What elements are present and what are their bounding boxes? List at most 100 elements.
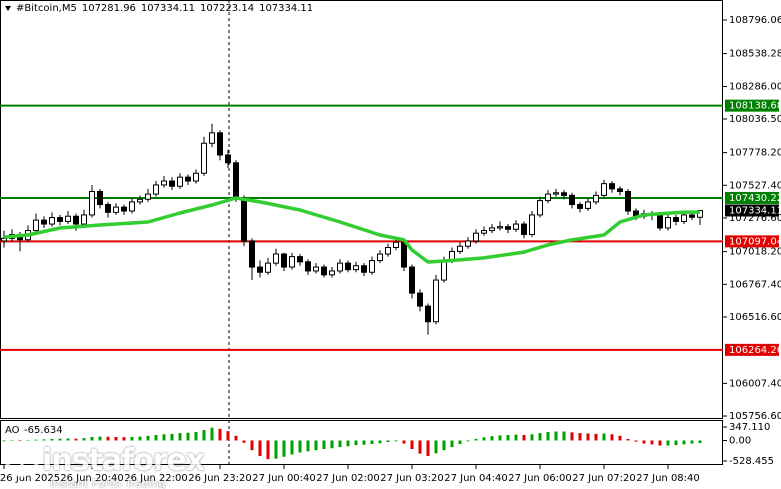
ao-bar bbox=[322, 440, 326, 450]
ao-bar bbox=[138, 436, 142, 441]
ao-bar bbox=[42, 439, 46, 441]
y-tick-label: 105756.60 bbox=[729, 411, 781, 422]
ao-bar bbox=[298, 440, 302, 453]
candle-body bbox=[665, 217, 671, 229]
ao-bar bbox=[10, 440, 14, 441]
ao-bar bbox=[74, 438, 78, 441]
ao-bar bbox=[2, 440, 6, 442]
ao-bar bbox=[402, 440, 406, 444]
candle-body bbox=[289, 256, 295, 268]
candle-body bbox=[209, 132, 215, 144]
ao-bar bbox=[66, 438, 70, 441]
ao-bar bbox=[154, 435, 158, 441]
candle-body bbox=[481, 230, 487, 234]
candle-body bbox=[457, 245, 463, 252]
candle-body bbox=[497, 226, 503, 229]
ao-bar bbox=[434, 440, 438, 454]
candle-body bbox=[297, 256, 303, 263]
level-label-box bbox=[725, 99, 779, 112]
ao-bar bbox=[274, 440, 278, 459]
level-label-box bbox=[725, 235, 779, 248]
level-label-box bbox=[725, 191, 779, 204]
candle-body bbox=[57, 217, 63, 222]
watermark-logo bbox=[5, 443, 39, 477]
ao-bar bbox=[458, 440, 462, 444]
ao-bar bbox=[178, 433, 182, 441]
candle-body bbox=[521, 223, 527, 235]
ao-bar bbox=[594, 433, 598, 441]
candle-body bbox=[625, 190, 631, 212]
ao-bar bbox=[546, 431, 550, 441]
x-tick-label: 26 Jun 20:40 bbox=[60, 473, 124, 484]
watermark: instaforex Instant Forex Trading bbox=[4, 440, 205, 489]
ao-bar bbox=[338, 440, 342, 448]
candle-body bbox=[657, 214, 663, 229]
candle-body bbox=[537, 200, 543, 216]
ao-bar bbox=[490, 436, 494, 441]
candle-body bbox=[561, 192, 567, 196]
candle-body bbox=[89, 190, 95, 216]
ao-bar bbox=[122, 437, 126, 441]
ao-bar bbox=[26, 440, 30, 441]
y-tick-label: 108036.50 bbox=[729, 114, 781, 125]
candle-body bbox=[473, 232, 479, 242]
ao-bar bbox=[346, 440, 350, 447]
candle-body bbox=[577, 204, 583, 209]
y-tick-label: 108538.28 bbox=[729, 49, 781, 60]
ao-bar bbox=[698, 440, 702, 444]
candle-body bbox=[193, 172, 199, 182]
symbol: #Bitcoin,M5 bbox=[16, 3, 77, 14]
x-tick-label: 27 Jun 08:40 bbox=[636, 473, 700, 484]
ao-bar bbox=[450, 440, 454, 448]
ao-name: AO bbox=[5, 425, 20, 436]
candle-body bbox=[353, 265, 359, 271]
ao-bar bbox=[290, 440, 294, 455]
candle-body bbox=[681, 214, 687, 222]
ao-bar bbox=[98, 436, 102, 441]
ao-bar bbox=[330, 440, 334, 449]
candle-body bbox=[609, 183, 615, 190]
ao-bar bbox=[114, 436, 118, 441]
ao-bar bbox=[522, 435, 526, 441]
candle-body bbox=[529, 214, 535, 235]
candle-body bbox=[369, 260, 375, 273]
ao-bar bbox=[562, 431, 566, 441]
price-label: 107334.11 bbox=[729, 205, 781, 216]
ao-bar bbox=[674, 440, 678, 446]
candle-body bbox=[217, 132, 223, 156]
ao-bar bbox=[282, 440, 286, 457]
candle-body bbox=[153, 184, 159, 195]
ao-bar bbox=[82, 438, 86, 441]
candle-body bbox=[441, 260, 447, 281]
candle-body bbox=[321, 266, 327, 276]
ao-value: -65.634 bbox=[24, 425, 63, 436]
ao-bar bbox=[426, 440, 430, 457]
candle-body bbox=[265, 262, 271, 273]
y-tick-label: 107018.20 bbox=[729, 247, 781, 258]
close-value: 107334.11 bbox=[259, 3, 314, 14]
ao-bar bbox=[242, 440, 246, 443]
candle-body bbox=[129, 201, 135, 212]
candle-body bbox=[505, 226, 511, 230]
level-label: 107430.22 bbox=[729, 193, 781, 204]
ao-bar bbox=[466, 440, 470, 442]
candle-body bbox=[377, 253, 383, 262]
candle-body bbox=[249, 240, 255, 268]
candle-body bbox=[65, 215, 71, 222]
moving-average bbox=[3, 196, 700, 264]
ao-bar bbox=[610, 434, 614, 441]
ao-bar bbox=[482, 437, 486, 441]
ao-frame bbox=[0, 420, 723, 465]
candle-body bbox=[617, 188, 623, 192]
ao-bar bbox=[506, 435, 510, 441]
ao-bar bbox=[514, 434, 518, 441]
candle-body bbox=[241, 197, 247, 242]
candle-body bbox=[385, 247, 391, 255]
ao-bar bbox=[194, 431, 198, 441]
ao-bar bbox=[554, 431, 558, 441]
candle-body bbox=[121, 206, 127, 212]
ao-bar bbox=[442, 440, 446, 451]
candle-body bbox=[105, 204, 111, 213]
